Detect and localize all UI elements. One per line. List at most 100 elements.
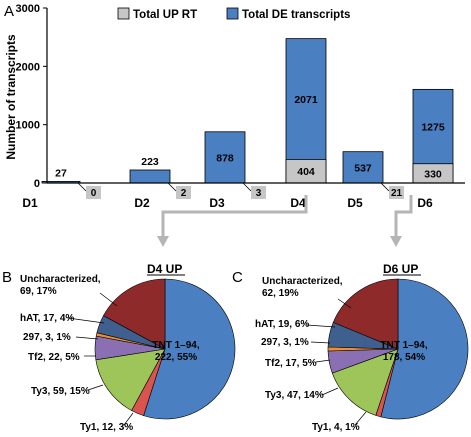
bar-label-up-d3: 3	[256, 188, 262, 199]
pie-label-2: Ty3, 59, 15%	[31, 386, 90, 397]
arrowhead-c	[390, 236, 402, 247]
pie-label-2: Ty3, 47, 14%	[265, 390, 324, 401]
bar-de-d4	[285, 38, 327, 184]
pie-label-line: 69, 17%	[20, 286, 57, 297]
bar-label-up-d5: 21	[391, 188, 403, 199]
bar-label-up-d6: 330	[424, 168, 442, 180]
pie-label-line: hAT, 17, 4%	[20, 313, 74, 324]
pie-label-line: Ty1, 4, 1%	[312, 422, 360, 433]
pie-slice-2	[331, 348, 399, 416]
bar-up-leader-d3	[242, 182, 252, 192]
bar-label-up-d1: 0	[91, 188, 97, 199]
pie-label-line: 222, 55%	[155, 352, 197, 363]
legend-label-de: Total DE transcripts	[242, 9, 350, 21]
pie-label-line: 297, 3, 1%	[261, 337, 309, 348]
bar-chart: Number of transcripts 0 1000 2000 3000 0 27 2…	[4, 3, 465, 210]
connector-arrows	[161, 195, 413, 236]
pie-chart-d6: TNT 1–94, 178, 54% Ty1, 4, 1% Ty3, 47, 14% T…	[255, 276, 469, 433]
bar-series: 0 27 2 223 3 878 404 2071 21 537 330 1275	[41, 38, 454, 199]
pie-label-0: TNT 1–94, 178, 54%	[380, 340, 427, 363]
panel-letter-a: A	[4, 3, 14, 20]
pie-slice-6	[332, 278, 399, 350]
x-tick-label-d2: D2	[134, 196, 150, 210]
bar-label-de-d1: 27	[55, 167, 67, 179]
pie-leader-2	[321, 387, 339, 396]
x-tick-label-d3: D3	[209, 196, 225, 210]
pie-leader-4	[310, 341, 331, 344]
x-tick-label-d6: D6	[417, 196, 433, 210]
pie-label-6: Uncharacterized, 69, 17%	[20, 274, 101, 297]
pie-label-3: Tf2, 17, 5%	[265, 358, 317, 369]
pie-leader-6	[99, 292, 118, 307]
bar-up-leader-d2	[167, 182, 177, 192]
x-tick-label-d4: D4	[290, 196, 306, 210]
pie-label-line: Tf2, 17, 5%	[265, 358, 317, 369]
pie-label-line: TNT 1–94,	[380, 340, 427, 351]
y-axis-title: Number of transcripts	[4, 34, 18, 160]
panel-letter-c: C	[232, 269, 243, 286]
bar-label-de-d6: 1275	[421, 122, 445, 134]
pie-label-4: 297, 3, 1%	[23, 332, 71, 343]
panel-letter-b: B	[2, 269, 12, 286]
x-tick-label-d1: D1	[22, 196, 38, 210]
pie-leader-4	[75, 336, 99, 340]
pie-label-line: 62, 19%	[262, 288, 299, 299]
pie-label-0: TNT 1–94, 222, 55%	[152, 340, 199, 363]
y-tick-label: 0	[34, 178, 40, 190]
bar-up-box-d3	[251, 186, 266, 199]
pie-leader-2	[87, 384, 104, 391]
pie-slice-0	[143, 278, 236, 420]
pie-label-line: Ty3, 47, 14%	[265, 390, 324, 401]
y-axis-ticks: 0 1000 2000 3000	[16, 3, 47, 190]
pie-label-6: Uncharacterized, 62, 19%	[262, 276, 343, 299]
pie-leader-5	[306, 324, 336, 328]
pie-leader-3	[315, 359, 331, 363]
pie-leader-1	[123, 412, 134, 426]
y-tick-label: 1000	[16, 120, 40, 132]
bar-label-de-d3: 878	[216, 152, 234, 164]
connector-d6-to-c	[394, 195, 413, 236]
pie-label-line: Uncharacterized,	[262, 276, 343, 287]
bar-de-d2	[129, 169, 171, 184]
pie-label-5: hAT, 17, 4%	[20, 313, 74, 324]
bar-de-d5	[342, 151, 384, 184]
pie-label-1: Ty1, 12, 3%	[80, 422, 133, 433]
bar-label-up-d4: 404	[297, 166, 315, 178]
pie-label-line: TNT 1–94,	[152, 340, 199, 351]
x-axis-tick-labels: D1 D2 D3 D4 D5 D6	[22, 196, 433, 210]
legend-swatch-up	[117, 7, 130, 20]
pie-label-4: 297, 3, 1%	[261, 337, 309, 348]
x-tick-label-d5: D5	[347, 196, 363, 210]
bar-label-de-d2: 223	[141, 156, 159, 168]
pie-label-5: hAT, 19, 6%	[255, 319, 309, 330]
pie-label-line: Ty3, 59, 15%	[31, 386, 90, 397]
bar-label-up-d2: 2	[181, 188, 187, 199]
pie-label-line: hAT, 19, 6%	[255, 319, 309, 330]
arrowhead-b	[157, 236, 169, 247]
bar-up-box-d1	[86, 186, 101, 199]
bar-up-leader-d1	[77, 182, 87, 192]
bar-label-de-d4: 2071	[294, 94, 318, 106]
bar-up-box-d2	[176, 186, 191, 199]
connector-d4-to-b	[161, 195, 308, 236]
pie-label-line: Ty1, 12, 3%	[80, 422, 133, 433]
pie-leader-5	[67, 317, 105, 324]
pie-leader-1	[354, 411, 367, 426]
pie-slice-0	[380, 278, 469, 420]
y-tick-label: 3000	[16, 3, 40, 15]
pie-slice-6	[103, 278, 166, 350]
legend-swatch-de	[226, 7, 239, 20]
pie-chart-d4: TNT 1–94, 222, 55% Ty1, 12, 3% Ty3, 59, 15%…	[20, 274, 236, 433]
pie-label-line: 297, 3, 1%	[23, 332, 71, 343]
pie-label-3: Tf2, 22, 5%	[28, 352, 80, 363]
pie-label-line: Uncharacterized,	[20, 274, 101, 285]
pie-label-line: 178, 54%	[383, 352, 425, 363]
pie-leader-6	[337, 298, 352, 309]
pie-label-line: Tf2, 22, 5%	[28, 352, 80, 363]
y-tick-label: 2000	[16, 61, 40, 73]
pie-label-1: Ty1, 4, 1%	[312, 422, 360, 433]
bar-de-d3	[204, 131, 246, 184]
bar-label-de-d5: 537	[354, 162, 372, 174]
pie-c-title: D6 UP	[383, 262, 418, 276]
